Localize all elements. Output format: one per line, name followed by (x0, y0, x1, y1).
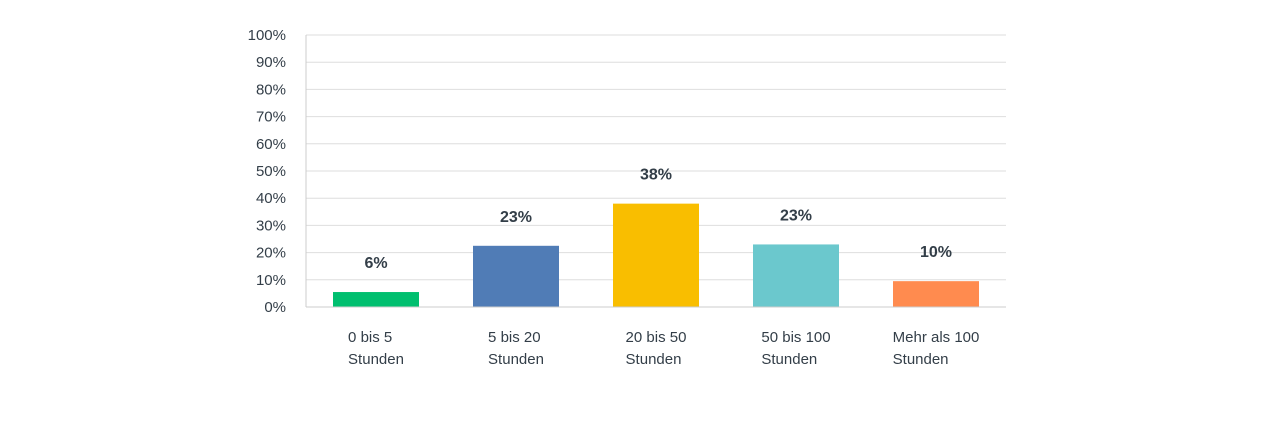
data-label-4: 10% (920, 244, 952, 261)
y-tick-90: 90% (256, 54, 286, 71)
bar-4 (893, 281, 979, 307)
bar-1 (473, 245, 559, 307)
y-tick-80: 80% (256, 81, 286, 98)
y-tick-50: 50% (256, 163, 286, 180)
bar-2 (613, 203, 699, 307)
data-label-0: 6% (364, 255, 387, 272)
y-tick-60: 60% (256, 136, 286, 153)
y-tick-10: 10% (256, 272, 286, 289)
x-tick-3: 50 bis 100 Stunden (761, 329, 830, 368)
x-axis-tick-labels: 0 bis 5 Stunden 5 bis 20 Stunden 20 bis 50 St… (348, 329, 979, 368)
y-tick-0: 0% (264, 299, 286, 316)
bar-0 (333, 292, 419, 307)
data-labels: 6% 23% 38% 23% 10% (364, 167, 952, 272)
y-tick-100: 100% (248, 27, 286, 44)
data-label-3: 23% (780, 207, 812, 224)
x-tick-0: 0 bis 5 Stunden (348, 329, 404, 368)
bars (333, 203, 979, 307)
y-tick-20: 20% (256, 245, 286, 262)
x-tick-2: 20 bis 50 Stunden (626, 329, 687, 368)
gridlines (306, 34, 1006, 281)
x-tick-4: Mehr als 100 Stunden (893, 329, 980, 368)
x-tick-1: 5 bis 20 Stunden (488, 329, 544, 368)
y-axis-tick-labels: 0% 10% 20% 30% 40% 50% 60% 70% 80% 90% 100% (248, 27, 286, 316)
y-tick-70: 70% (256, 109, 286, 126)
y-tick-40: 40% (256, 190, 286, 207)
y-tick-30: 30% (256, 217, 286, 234)
data-label-2: 38% (640, 167, 672, 184)
data-label-1: 23% (500, 209, 532, 226)
bar-3 (753, 244, 839, 307)
